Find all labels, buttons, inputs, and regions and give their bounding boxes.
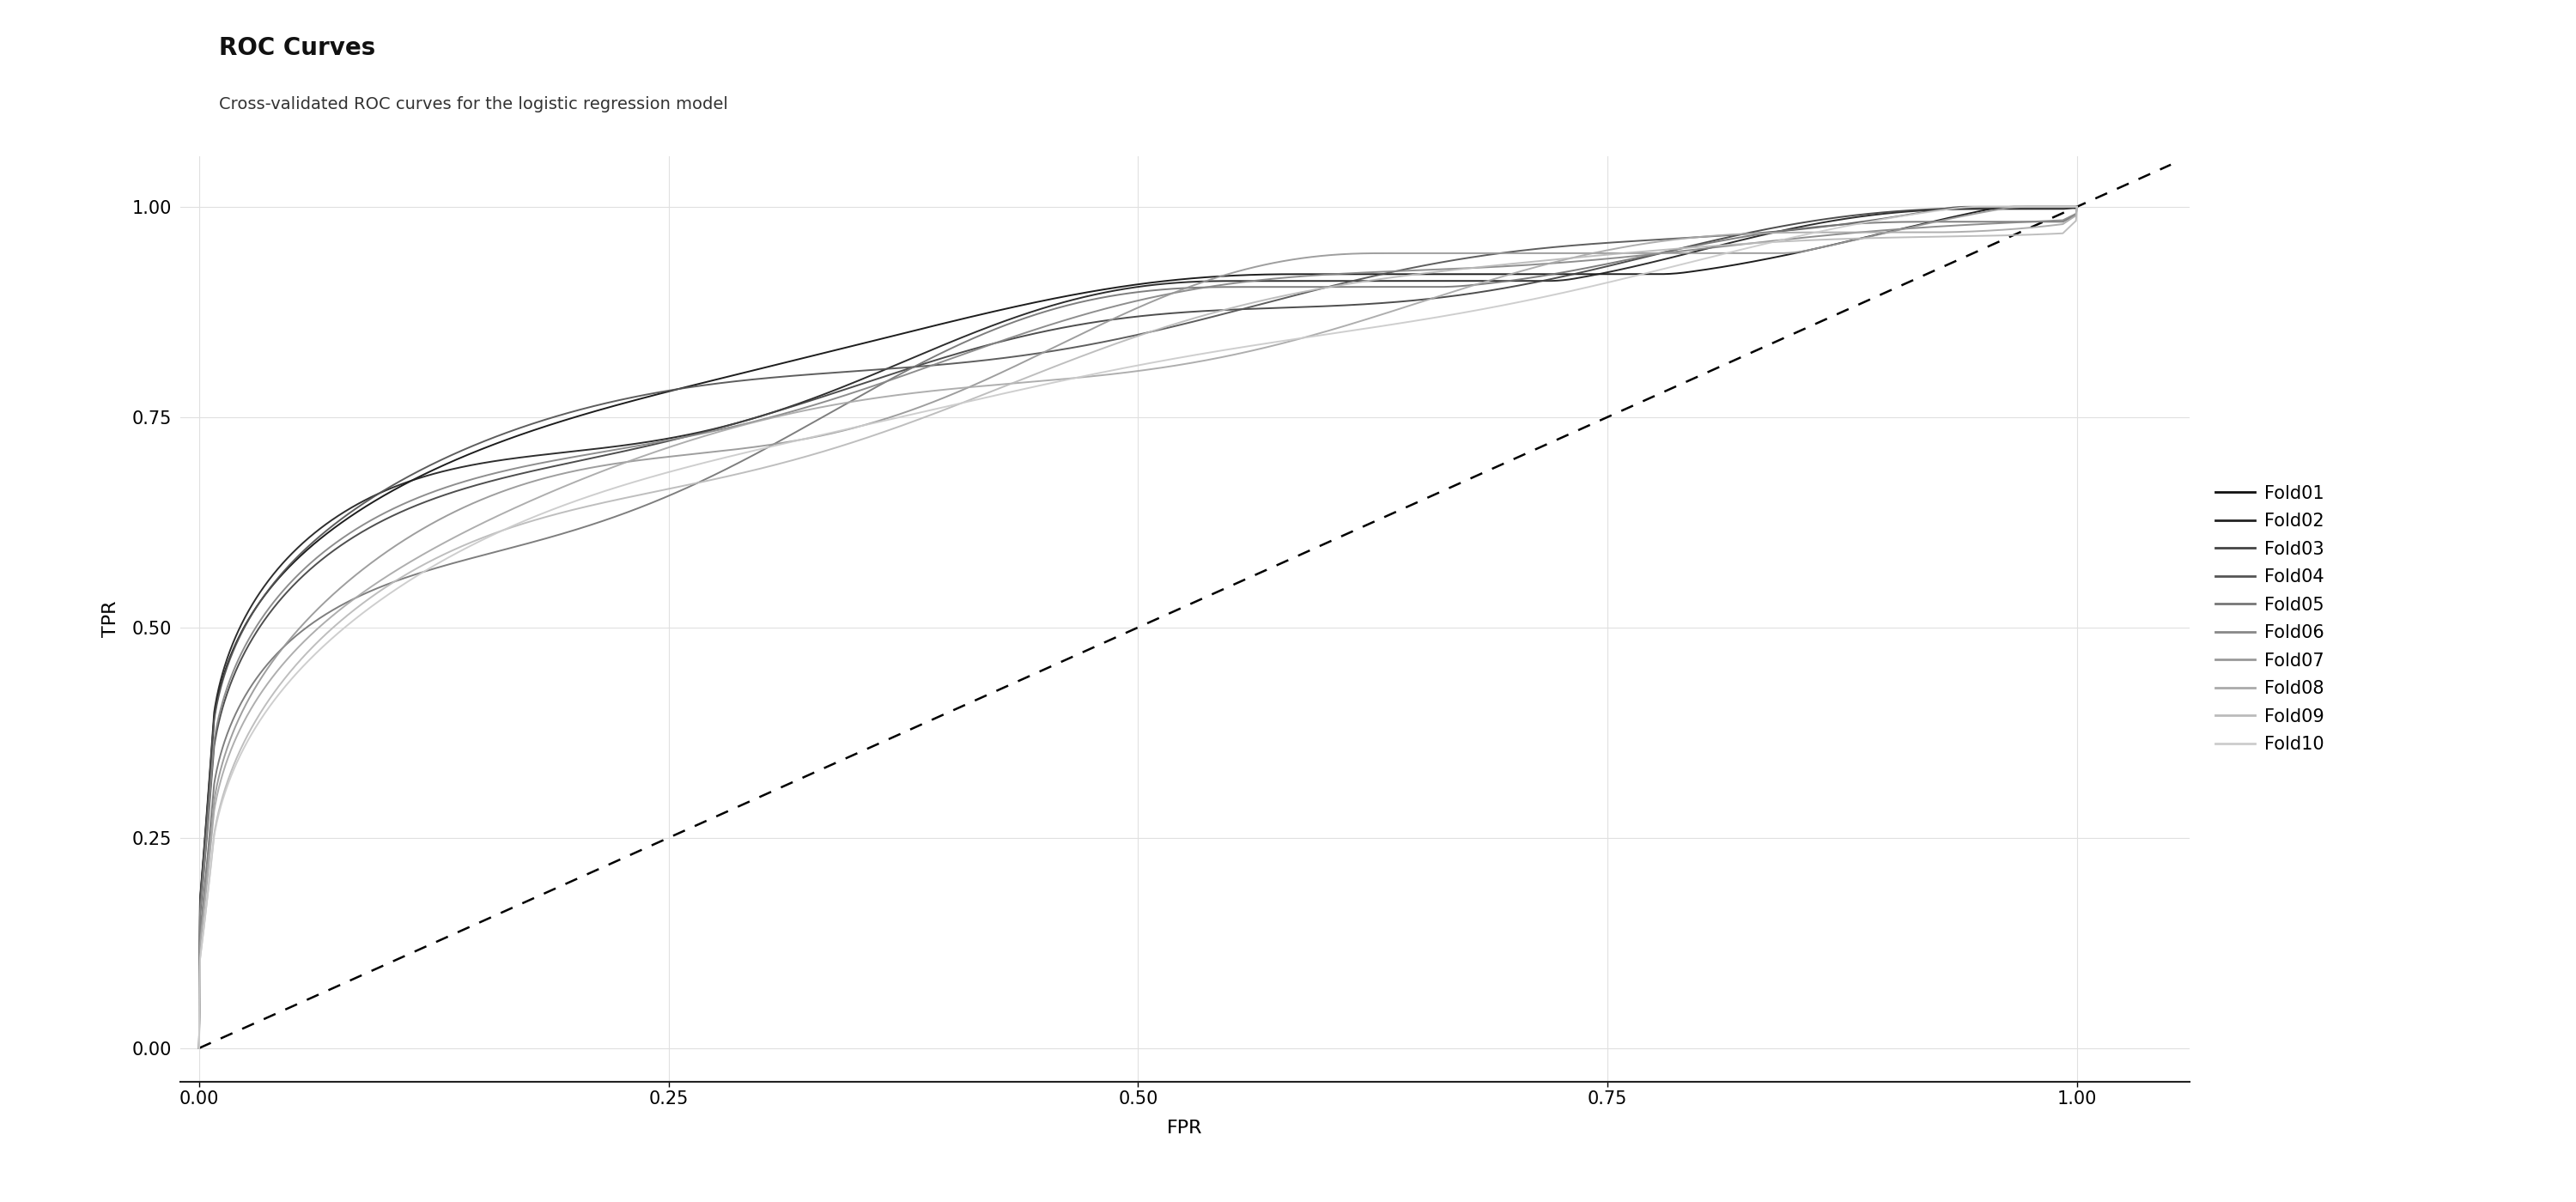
Fold01	[1046, 290, 1077, 304]
Fold08	[1662, 232, 1692, 246]
Fold02	[278, 543, 309, 558]
Text: Cross-validated ROC curves for the logistic regression model: Cross-validated ROC curves for the logis…	[219, 96, 729, 113]
Fold10	[1662, 258, 1692, 273]
Fold07	[2007, 200, 2038, 214]
Fold01	[1662, 266, 1692, 280]
Fold06	[2061, 200, 2092, 214]
Fold01	[2007, 200, 2038, 214]
Fold01	[1999, 200, 2030, 214]
Fold04	[183, 1041, 214, 1055]
Fold05	[2007, 214, 2038, 228]
Fold04	[1662, 231, 1692, 245]
Fold08	[2061, 200, 2092, 214]
Line: Fold03: Fold03	[198, 207, 2076, 1048]
Fold02	[2007, 202, 2038, 216]
Fold03	[183, 1041, 214, 1055]
Fold04	[2061, 200, 2092, 214]
Fold05	[2061, 200, 2092, 214]
Fold09	[2007, 227, 2038, 242]
Fold10	[2007, 200, 2038, 214]
Fold03	[1097, 313, 1128, 327]
Line: Fold01: Fold01	[198, 207, 2076, 1048]
Fold09	[1097, 338, 1128, 352]
Fold01	[2061, 200, 2092, 214]
Fold06	[278, 571, 309, 585]
Fold04	[278, 552, 309, 566]
Text: ROC Curves: ROC Curves	[219, 36, 376, 60]
Fold10	[183, 1041, 214, 1055]
Fold02	[1097, 284, 1128, 298]
Fold06	[1046, 314, 1077, 328]
Fold03	[278, 577, 309, 591]
Fold09	[2007, 227, 2038, 242]
Legend: Fold01, Fold02, Fold03, Fold04, Fold05, Fold06, Fold07, Fold08, Fold09, Fold10: Fold01, Fold02, Fold03, Fold04, Fold05, …	[2208, 477, 2331, 761]
Fold03	[1662, 242, 1692, 256]
Fold01	[1097, 281, 1128, 296]
Fold02	[2007, 202, 2038, 216]
Fold10	[1097, 363, 1128, 377]
Line: Fold08: Fold08	[198, 207, 2076, 1048]
Fold09	[1662, 242, 1692, 256]
Fold07	[1046, 337, 1077, 351]
Fold04	[1953, 200, 1984, 214]
Fold09	[2061, 200, 2092, 214]
Fold04	[2007, 200, 2038, 214]
Fold09	[278, 659, 309, 673]
Fold05	[1097, 288, 1128, 303]
Fold06	[183, 1041, 214, 1055]
Fold05	[2007, 214, 2038, 228]
Fold08	[2007, 221, 2038, 236]
Fold02	[1662, 249, 1692, 263]
Fold02	[1046, 296, 1077, 310]
Fold05	[1046, 299, 1077, 314]
Fold09	[1046, 356, 1077, 370]
Fold10	[1046, 374, 1077, 388]
Line: Fold07: Fold07	[198, 207, 2076, 1048]
Fold07	[1662, 246, 1692, 261]
Fold10	[2007, 200, 2038, 214]
Fold04	[1097, 333, 1128, 347]
Line: Fold04: Fold04	[198, 207, 2076, 1048]
Fold01	[278, 554, 309, 569]
Line: Fold10: Fold10	[198, 207, 2076, 1048]
Line: Fold02: Fold02	[198, 207, 2076, 1048]
Fold10	[2061, 200, 2092, 214]
Y-axis label: TPR: TPR	[103, 601, 118, 637]
Fold10	[1965, 200, 1996, 214]
X-axis label: FPR: FPR	[1167, 1120, 1203, 1137]
Fold01	[183, 1041, 214, 1055]
Fold10	[278, 668, 309, 683]
Line: Fold06: Fold06	[198, 207, 2076, 1048]
Fold08	[2007, 221, 2038, 236]
Fold08	[1046, 371, 1077, 386]
Fold01	[2007, 200, 2038, 214]
Fold08	[278, 643, 309, 657]
Line: Fold05: Fold05	[198, 207, 2076, 1048]
Fold04	[1046, 343, 1077, 357]
Fold08	[183, 1041, 214, 1055]
Fold03	[2007, 201, 2038, 215]
Fold07	[1097, 313, 1128, 327]
Fold06	[1097, 299, 1128, 314]
Fold07	[183, 1041, 214, 1055]
Fold07	[278, 626, 309, 641]
Fold05	[278, 630, 309, 644]
Fold03	[2007, 201, 2038, 215]
Fold09	[183, 1041, 214, 1055]
Fold07	[2007, 200, 2038, 214]
Fold05	[183, 1041, 214, 1055]
Line: Fold09: Fold09	[198, 207, 2076, 1048]
Fold02	[183, 1041, 214, 1055]
Fold02	[2061, 200, 2092, 214]
Fold05	[1662, 242, 1692, 256]
Fold06	[2007, 215, 2038, 230]
Fold08	[1097, 367, 1128, 381]
Fold07	[2061, 200, 2092, 214]
Fold04	[2007, 200, 2038, 214]
Fold06	[2007, 215, 2038, 230]
Fold07	[2014, 200, 2045, 214]
Fold03	[2061, 200, 2092, 214]
Fold03	[1046, 321, 1077, 335]
Fold06	[1662, 244, 1692, 258]
